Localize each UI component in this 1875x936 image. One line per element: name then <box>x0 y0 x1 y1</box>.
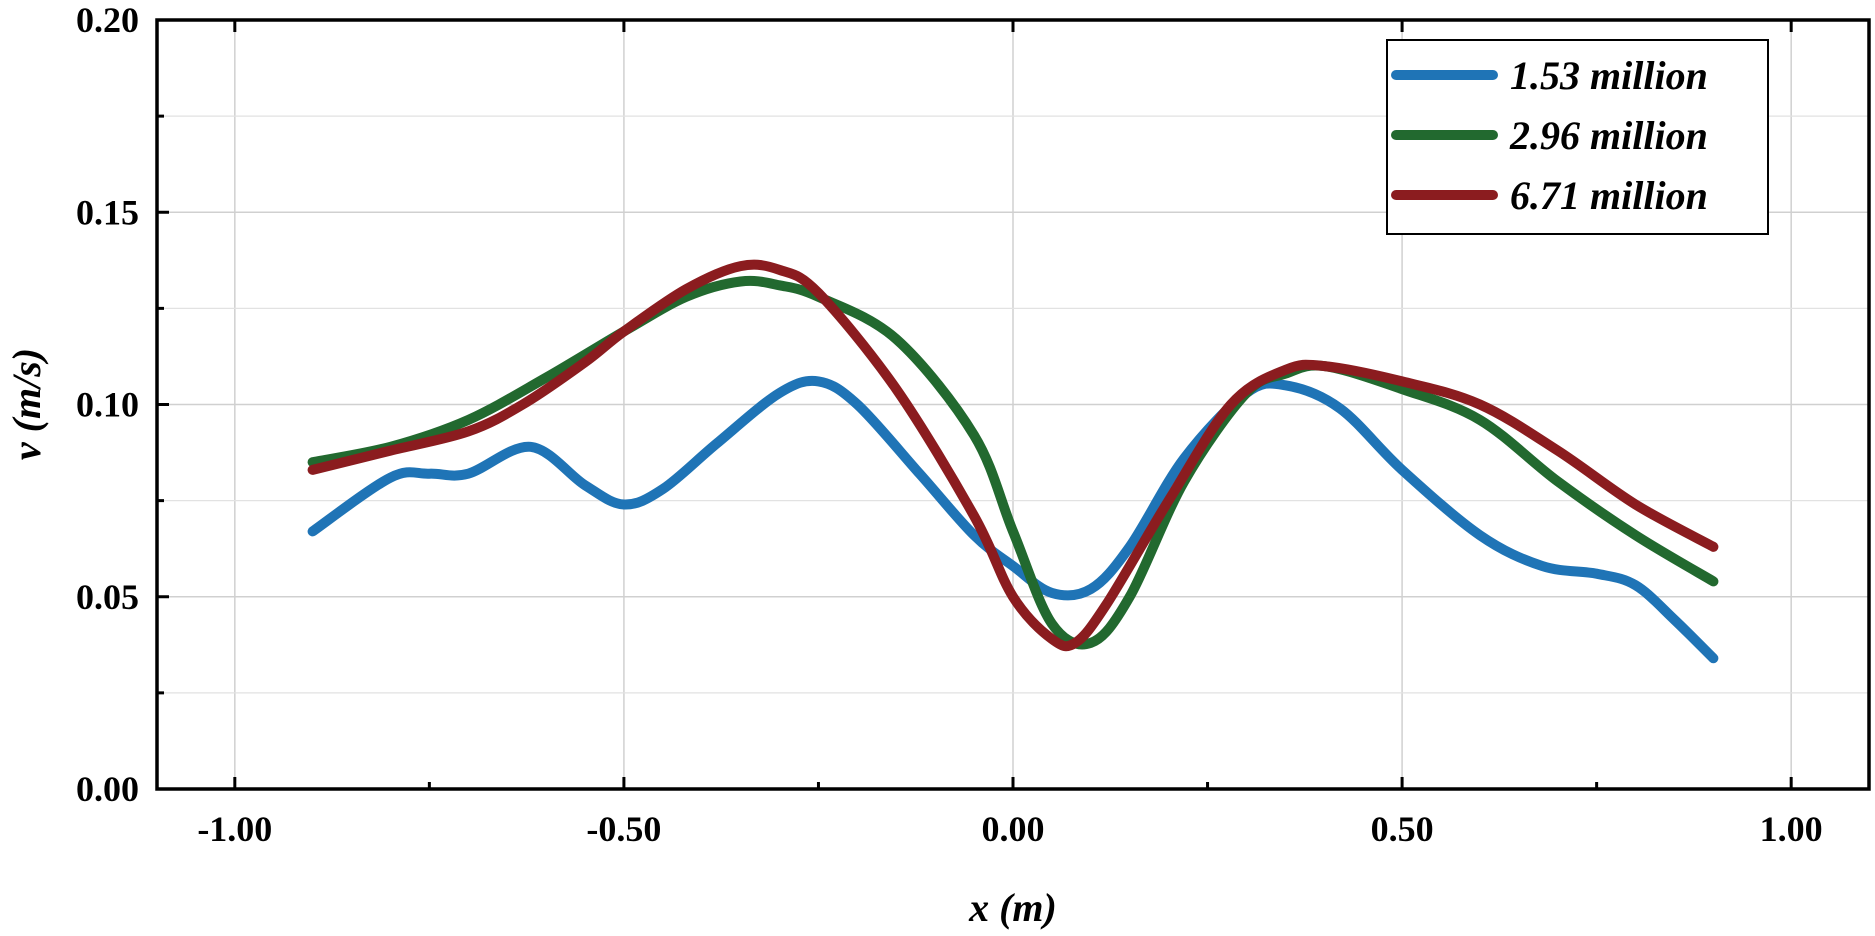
series-line-1 <box>307 375 1719 664</box>
legend-label-2: 2.96 million <box>1509 113 1708 158</box>
x-tick-label: -1.00 <box>197 809 272 849</box>
series-line-3 <box>307 259 1719 652</box>
x-tick-label: -0.50 <box>586 809 661 849</box>
y-axis-title: v (m/s) <box>4 348 49 460</box>
y-tick-label: 0.20 <box>76 0 139 40</box>
axis-ticks <box>157 18 1793 791</box>
legend: 1.53 million 2.96 million 6.71 million <box>1386 39 1769 235</box>
x-tick-label: 1.00 <box>1760 809 1823 849</box>
y-tick-label: 0.15 <box>76 192 139 232</box>
y-tick-label: 0.05 <box>76 577 139 617</box>
legend-label-3: 6.71 million <box>1510 173 1708 218</box>
x-axis-title: x (m) <box>968 885 1057 930</box>
y-tick-label: 0.10 <box>76 385 139 425</box>
x-tick-label: 0.00 <box>982 809 1045 849</box>
legend-label-1: 1.53 million <box>1510 53 1708 98</box>
x-tick-label: 0.50 <box>1371 809 1434 849</box>
series-lines <box>307 259 1719 664</box>
tick-labels: -1.00 -0.50 0.00 0.50 1.00 0.00 0.05 0.10 0.15 0.… <box>76 0 1823 849</box>
y-tick-label: 0.00 <box>76 769 139 809</box>
